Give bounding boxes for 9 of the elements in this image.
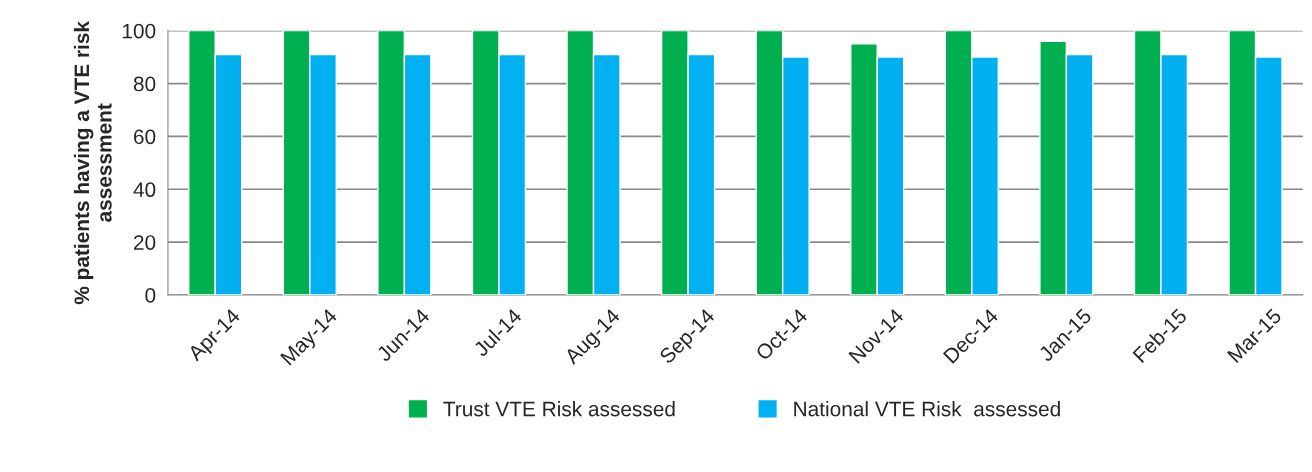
y-tick-label: 20 bbox=[134, 235, 156, 250]
y-tick-label: 40 bbox=[133, 182, 156, 198]
y-tick-label: 60 bbox=[134, 129, 156, 145]
y-tick-label: 0 bbox=[145, 288, 156, 303]
y-tick-label: 80 bbox=[133, 76, 156, 92]
y-tick-label: 100 bbox=[122, 23, 156, 39]
legend-label: Trust VTE Risk assessed bbox=[443, 401, 675, 417]
y-axis-title: % patients having a VTE risk assessment bbox=[73, 20, 112, 305]
legend-label: National VTE Risk assessed bbox=[794, 401, 1060, 417]
